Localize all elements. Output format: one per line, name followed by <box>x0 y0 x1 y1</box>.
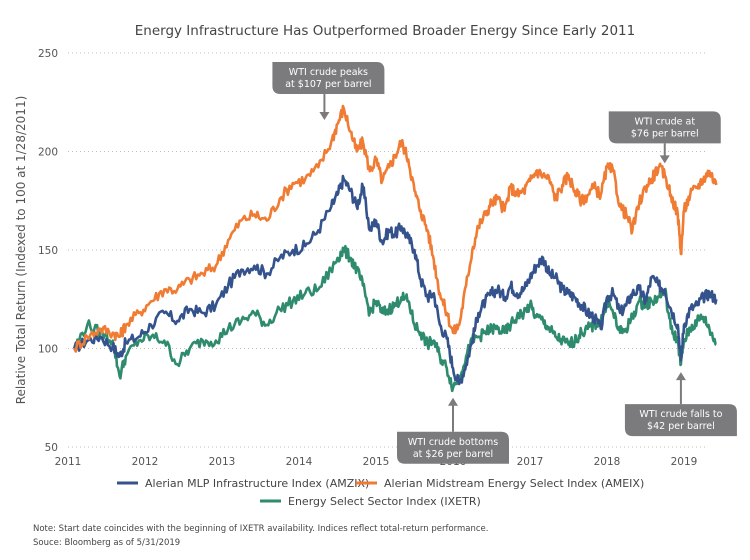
x-tick-2019: 2019 <box>671 456 698 468</box>
legend-label-amzix: Alerian MLP Infrastructure Index (AMZIX) <box>145 477 369 490</box>
x-axis-ticks: 201120122013201420152016201720182019 <box>55 456 698 468</box>
annotation-text-line: WTI crude at <box>634 116 695 127</box>
annotation-text-line: WTI crude bottoms <box>408 437 498 448</box>
x-tick-2018: 2018 <box>594 456 621 468</box>
arrow-down-icon <box>659 155 670 164</box>
series-line-ixetr <box>73 244 717 393</box>
source-note: Souce: Bloomberg as of 5/31/2019 <box>33 538 180 548</box>
arrow-up-icon <box>675 372 686 381</box>
series-line-ameix <box>73 104 718 353</box>
y-tick-100: 100 <box>38 344 58 356</box>
footnote: Note: Start date coincides with the begi… <box>33 524 488 534</box>
annotation-box <box>272 61 385 94</box>
annotation-text-line: WTI crude peaks <box>289 67 368 78</box>
x-tick-2014: 2014 <box>286 456 313 468</box>
y-axis-label: Relative Total Return (Indexed to 100 at… <box>14 96 28 405</box>
series-line-amzix <box>72 174 718 386</box>
annotation-text-line: at $26 per barrel <box>413 449 493 460</box>
annotation-text-line: $76 per barrel <box>631 128 699 139</box>
y-tick-200: 200 <box>38 147 58 159</box>
annotation-text-line: at $107 per barrel <box>285 79 371 90</box>
y-tick-250: 250 <box>38 48 58 60</box>
annotation-at76: WTI crude at$76 per barrel <box>608 111 721 164</box>
legend-item-ameix[interactable]: Alerian Midstream Energy Select Index (A… <box>356 477 644 490</box>
legend: Alerian MLP Infrastructure Index (AMZIX)… <box>117 477 644 508</box>
x-tick-2017: 2017 <box>517 456 544 468</box>
y-tick-50: 50 <box>45 442 58 454</box>
annotation-box <box>608 111 721 144</box>
legend-label-ixetr: Energy Select Sector Index (IXETR) <box>288 495 481 508</box>
annotation-box <box>624 404 737 437</box>
annotation-box <box>397 431 509 464</box>
y-tick-150: 150 <box>38 245 58 257</box>
x-tick-2015: 2015 <box>363 456 390 468</box>
annotation-text-line: WTI crude falls to <box>639 409 722 420</box>
x-tick-2012: 2012 <box>132 456 159 468</box>
legend-item-ixetr[interactable]: Energy Select Sector Index (IXETR) <box>260 495 481 508</box>
legend-label-ameix: Alerian Midstream Energy Select Index (A… <box>384 477 644 490</box>
annotation-falls: WTI crude falls to$42 per barrel <box>624 372 737 437</box>
arrow-down-icon <box>319 111 330 120</box>
legend-item-amzix[interactable]: Alerian MLP Infrastructure Index (AMZIX) <box>117 477 369 490</box>
annotation-text-line: $42 per barrel <box>647 421 715 432</box>
arrow-up-icon <box>448 397 458 406</box>
x-tick-2013: 2013 <box>209 456 236 468</box>
x-tick-2011: 2011 <box>55 456 82 468</box>
chart-title: Energy Infrastructure Has Outperformed B… <box>135 23 635 39</box>
series-lines <box>72 104 718 393</box>
y-axis-ticks: 50 100 150 200 250 <box>38 48 58 454</box>
